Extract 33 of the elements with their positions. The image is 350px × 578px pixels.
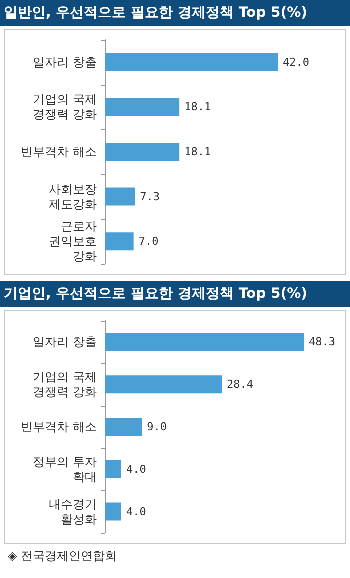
bar [105, 53, 278, 72]
bar [105, 143, 180, 161]
y-tick-label: 일자리 창출 [33, 335, 97, 350]
y-tick-label: 빈부격차 해소 [21, 145, 97, 159]
y-tick-label: 기업의 국제 경쟁력 강화 [33, 370, 97, 400]
y-tick-label: 기업의 국제 경쟁력 강화 [33, 92, 97, 122]
bar [105, 418, 142, 436]
data-label: 4.0 [126, 505, 146, 518]
data-label: 7.3 [140, 190, 160, 204]
y-tick-label: 빈부격차 해소 [21, 420, 97, 434]
data-label: 18.1 [184, 146, 212, 158]
chart-title: 기업인, 우선적으로 필요한 경제정책 Top 5(%) [0, 281, 350, 307]
bar [105, 502, 122, 521]
data-label: 7.0 [138, 235, 159, 248]
y-tick-label: 일자리 창출 [33, 55, 97, 70]
data-label: 18.1 [184, 100, 212, 114]
data-label: 28.4 [227, 378, 254, 392]
bar [105, 232, 134, 251]
data-label: 42.0 [283, 56, 310, 69]
data-label: 9.0 [147, 420, 167, 434]
data-label: 4.0 [126, 462, 146, 476]
bar [105, 376, 222, 394]
bar [105, 98, 180, 116]
bar [105, 460, 122, 478]
bar [105, 188, 136, 206]
y-tick-label: 내수경기 활성화 [49, 497, 97, 526]
y-tick-label: 근로자 권익보호 강화 [49, 220, 97, 264]
y-tick-label: 사회보장 제도강화 [49, 182, 97, 212]
y-tick-label: 정부의 투자 확대 [33, 454, 97, 484]
bar [105, 333, 304, 352]
data-label: 48.3 [308, 336, 336, 349]
chart-title: 일반인, 우선적으로 필요한 경제정책 Top 5(%) [0, 0, 350, 26]
text: ◈ 전국경제인연합회 [8, 548, 118, 565]
